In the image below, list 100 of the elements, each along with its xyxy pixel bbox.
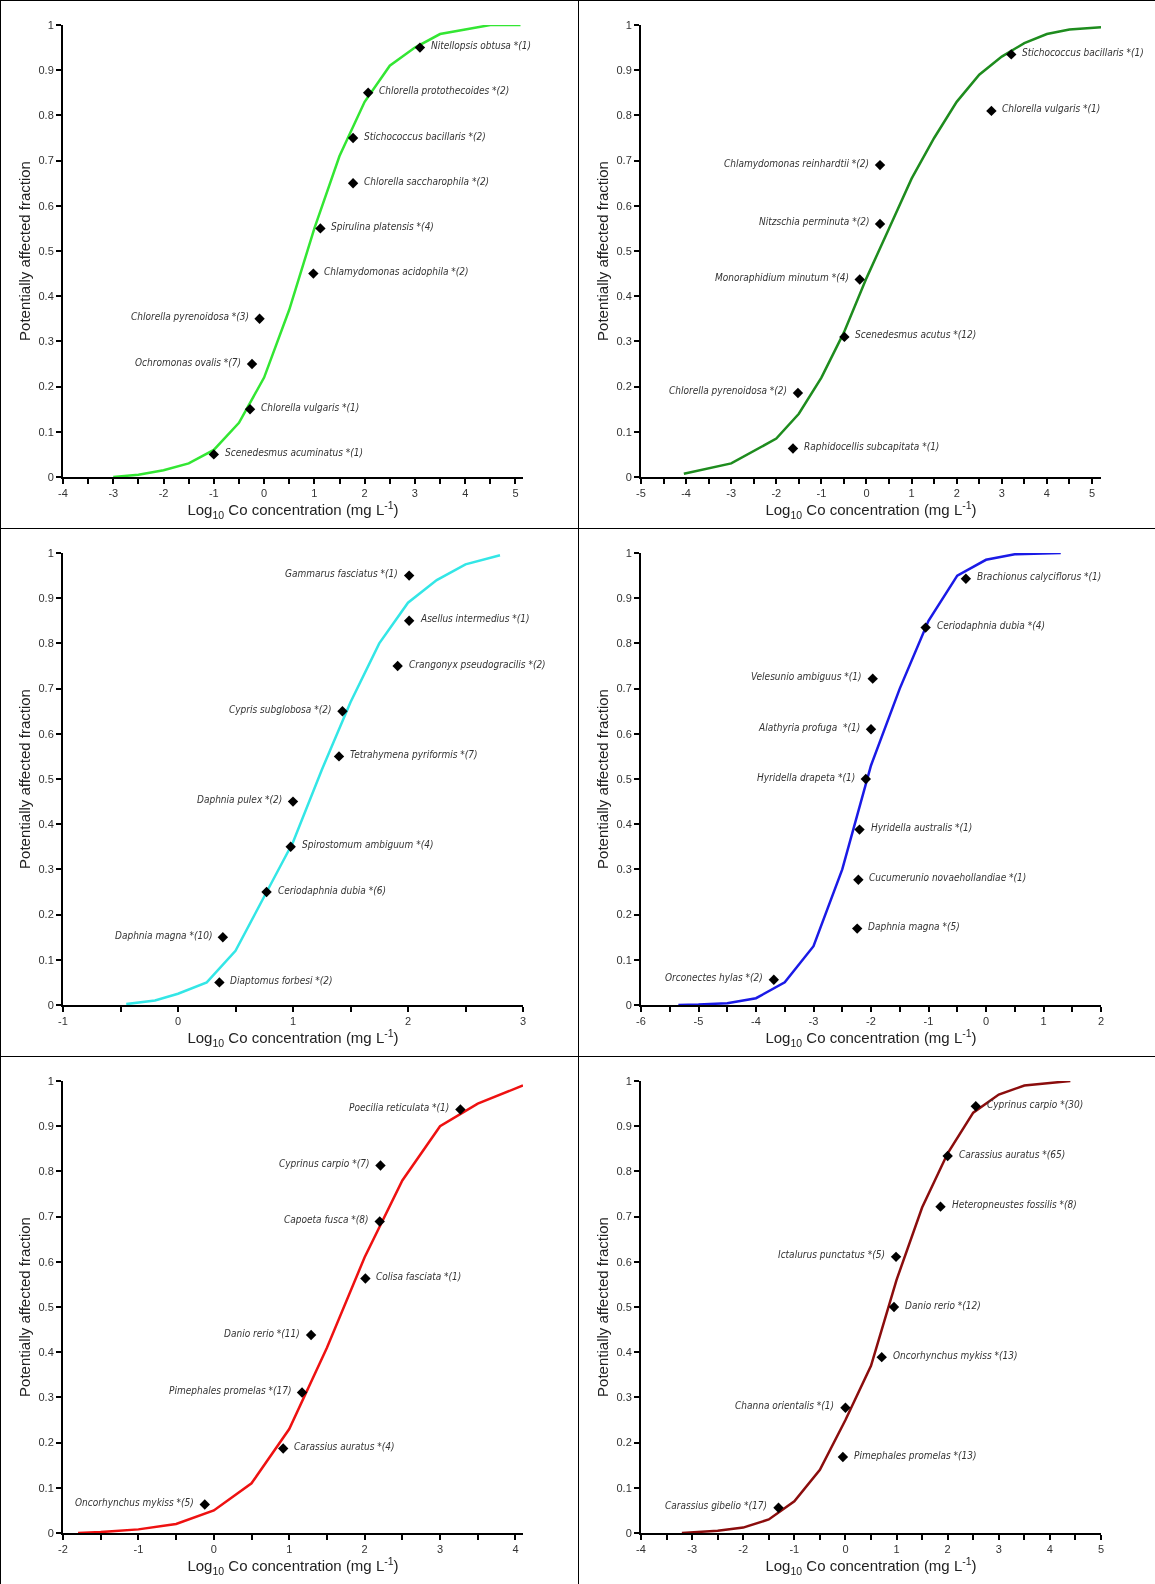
annotation: Ceriodaphnia dubia *(4) — [936, 620, 1045, 631]
annotation: Tetrahymena pyriformis *(7) — [350, 749, 478, 760]
x-tick-label: 2 — [361, 1543, 368, 1556]
y-tick-label: 0.6 — [616, 1255, 632, 1268]
x-axis-title: Log$_{10}$ Co concentration (mg L$^{-1}$) — [187, 499, 399, 521]
point — [867, 673, 878, 684]
annotation: Spirulina platensis *(4) — [331, 221, 434, 232]
y-tick-label: 0.3 — [38, 335, 54, 348]
annotation: Cypris subglobosa *(2) — [229, 704, 332, 715]
annotation: Chlorella pyrenoidosa *(3) — [131, 311, 250, 322]
annotation: Diaptomus forbesi *(2) — [230, 975, 333, 986]
y-tick-label: 0.9 — [38, 1120, 54, 1133]
x-tick-label: 4 — [1046, 1543, 1053, 1556]
y-tick-label: 0.4 — [616, 290, 632, 303]
point — [787, 443, 798, 454]
point — [941, 1150, 953, 1162]
annotation: Chlorella vulgaris *(1) — [1001, 103, 1100, 114]
x-tick-label: 5 — [1097, 1543, 1104, 1556]
y-tick-label: 0.8 — [38, 109, 54, 122]
annotation: Chlorella vulgaris *(1) — [261, 402, 360, 413]
point — [217, 932, 229, 943]
y-tick-label: 0 — [47, 470, 54, 483]
x-tick-label: -2 — [58, 1543, 68, 1556]
y-tick-label: 0.2 — [38, 380, 54, 393]
point — [208, 449, 220, 460]
point — [853, 824, 865, 835]
annotation: Carassius auratus *(65) — [958, 1149, 1065, 1160]
point — [960, 573, 971, 584]
point — [839, 1402, 851, 1413]
x-tick-label: 0 — [261, 487, 268, 500]
y-tick-label: 0.7 — [616, 154, 632, 167]
point — [244, 404, 256, 415]
point — [876, 1351, 887, 1363]
annotation: Nitzschia perminuta *(2) — [758, 216, 869, 227]
y-axis-title: Potentially affected fraction — [16, 689, 34, 869]
annotation: Oncorhynchus mykiss *(13) — [892, 1350, 1018, 1361]
x-tick-label: 3 — [995, 1543, 1002, 1556]
point — [837, 1451, 848, 1463]
point — [254, 313, 265, 324]
y-tick-label: 0.1 — [616, 425, 632, 438]
y-tick-label: 1 — [625, 546, 632, 559]
y-tick-label: 0.3 — [616, 863, 632, 876]
y-tick-label: 0.9 — [616, 1120, 632, 1133]
annotation: Pimephales promelas *(13) — [853, 1450, 976, 1461]
annotation: Poecilia reticulata *(1) — [349, 1102, 450, 1113]
annotation: Hyridella australis *(1) — [870, 822, 972, 833]
y-tick-label: 0.9 — [38, 592, 54, 605]
point — [854, 274, 865, 285]
x-tick-label: -3 — [808, 1015, 818, 1028]
y-tick-label: 0 — [47, 998, 54, 1011]
y-tick-label: 0.5 — [616, 244, 632, 257]
annotation: Chlamydomonas reinhardtii *(2) — [723, 158, 869, 169]
y-tick-label: 0.6 — [616, 727, 632, 740]
annotation: Ceriodaphnia dubia *(6) — [278, 885, 386, 896]
y-tick-label: 0.1 — [616, 1481, 632, 1494]
y-tick-label: 0.2 — [38, 908, 54, 921]
y-tick-label: 0.8 — [616, 109, 632, 122]
x-tick-label: 4 — [1043, 487, 1050, 500]
y-tick-label: 0.1 — [38, 953, 54, 966]
x-tick-label: 0 — [841, 1543, 848, 1556]
x-tick-label: -3 — [725, 487, 736, 500]
x-tick-label: 5 — [1088, 487, 1095, 500]
point — [315, 223, 326, 234]
point — [392, 660, 403, 672]
point — [874, 159, 885, 171]
x-tick-label: -4 — [635, 1543, 646, 1556]
x-tick-label: 2 — [361, 487, 368, 500]
point — [214, 977, 225, 988]
x-tick-label: -1 — [58, 1015, 68, 1028]
y-tick-label: 0.9 — [616, 64, 632, 77]
x-axis-title: Log$_{10}$ Co concentration (mg L$^{-1}$) — [187, 1555, 399, 1577]
point — [285, 841, 296, 852]
x-tick-label: -1 — [133, 1543, 144, 1556]
x-tick-label: -5 — [635, 487, 646, 500]
x-tick-label: 3 — [998, 487, 1005, 500]
y-tick-label: 0.5 — [616, 1300, 632, 1313]
y-tick-label: 0.3 — [38, 863, 54, 876]
point — [403, 570, 415, 581]
point — [347, 178, 359, 189]
x-tick-label: -2 — [770, 487, 781, 500]
annotation: Danio rerio *(12) — [904, 1300, 981, 1311]
y-tick-label: 0.8 — [38, 637, 54, 650]
annotation: Ictalurus punctatus *(5) — [777, 1249, 885, 1260]
x-tick-label: 4 — [512, 1543, 519, 1556]
x-tick-label: -2 — [865, 1015, 876, 1028]
x-tick-label: 2 — [953, 487, 960, 500]
annotation: Hyridella drapeta *(1) — [756, 772, 855, 783]
point — [403, 615, 415, 626]
point — [278, 1443, 289, 1454]
annotation: Stichococcus bacillaris *(1) — [1021, 47, 1144, 58]
point — [792, 387, 803, 399]
y-tick-label: 0.2 — [616, 1436, 632, 1449]
x-tick-label: 2 — [1097, 1015, 1104, 1028]
annotation: Orconectes hylas *(2) — [664, 972, 763, 983]
x-tick-label: -3 — [686, 1543, 697, 1556]
y-axis-title: Potentially affected fraction — [16, 1217, 34, 1397]
x-tick-label: -4 — [750, 1015, 761, 1028]
annotation: Danio rerio *(11) — [224, 1328, 300, 1339]
x-tick-label: 0 — [174, 1015, 182, 1028]
y-tick-label: 0.7 — [38, 154, 54, 167]
